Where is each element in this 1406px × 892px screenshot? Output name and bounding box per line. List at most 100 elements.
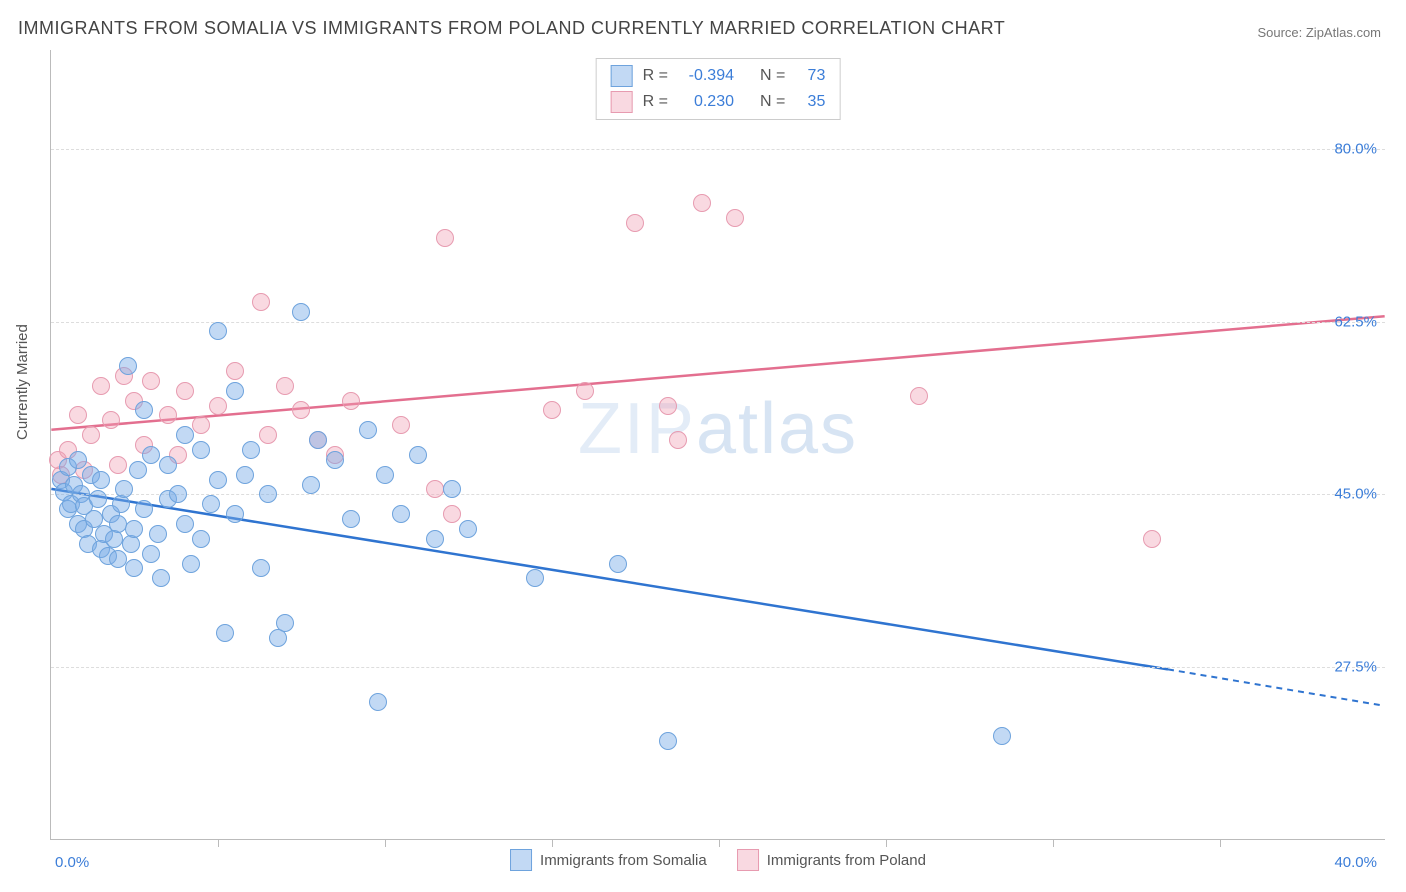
poland-trendline [51,316,1384,429]
somalia-point [135,401,153,419]
r-label: R = [643,67,668,85]
somalia-point [182,555,200,573]
somalia-point [129,461,147,479]
somalia-point [993,727,1011,745]
somalia-point [109,515,127,533]
gridline [51,667,1385,668]
somalia-point [69,451,87,469]
somalia-point [115,480,133,498]
somalia-point [409,446,427,464]
watermark-zip: ZIP [578,389,696,469]
poland-point [69,406,87,424]
somalia-point [376,466,394,484]
somalia-point [192,530,210,548]
somalia-point [252,559,270,577]
somalia-trendline [51,489,1168,669]
r-value: 0.230 [678,93,734,111]
somalia-point [119,357,137,375]
somalia-point [176,515,194,533]
legend-item: Immigrants from Somalia [510,849,707,871]
x-tick [385,839,386,847]
somalia-point [125,559,143,577]
legend-label: Immigrants from Somalia [540,852,707,869]
plot-area: ZIPatlas R =-0.394N =73R =0.230N =35 Imm… [50,50,1385,840]
somalia-point [292,303,310,321]
gridline [51,322,1385,323]
n-label: N = [760,67,785,85]
somalia-point [226,505,244,523]
somalia-point [125,520,143,538]
poland-point [109,456,127,474]
blue-swatch [611,65,633,87]
somalia-point [259,485,277,503]
r-label: R = [643,93,668,111]
somalia-point [276,614,294,632]
poland-point [209,397,227,415]
gridline [51,149,1385,150]
poland-point [1143,530,1161,548]
x-tick [886,839,887,847]
somalia-point [459,520,477,538]
poland-point [226,362,244,380]
n-value: 35 [795,93,825,111]
somalia-point [176,426,194,444]
poland-point [576,382,594,400]
n-label: N = [760,93,785,111]
legend-label: Immigrants from Poland [767,852,926,869]
x-axis-min-label: 0.0% [55,854,89,871]
somalia-point [209,471,227,489]
somalia-point [226,382,244,400]
poland-point [659,397,677,415]
watermark: ZIPatlas [578,388,858,470]
somalia-point [209,322,227,340]
somalia-point [309,431,327,449]
poland-point [543,401,561,419]
poland-point [252,293,270,311]
somalia-point [369,693,387,711]
blue-swatch [510,849,532,871]
x-tick [719,839,720,847]
poland-point [176,382,194,400]
somalia-point [659,732,677,750]
stats-row: R = 0.230 N = 35 [611,91,826,113]
somalia-point [443,480,461,498]
y-tick-label: 27.5% [1334,659,1377,676]
somalia-point [216,624,234,642]
source-attribution: Source: ZipAtlas.com [1257,25,1381,40]
somalia-point [109,550,127,568]
somalia-point [169,485,187,503]
series-legend: Immigrants from Somalia Immigrants from P… [510,849,926,871]
x-tick [218,839,219,847]
poland-point [443,505,461,523]
somalia-point [242,441,260,459]
pink-swatch [737,849,759,871]
poland-point [259,426,277,444]
poland-point [192,416,210,434]
poland-point [276,377,294,395]
poland-point [142,372,160,390]
somalia-point [526,569,544,587]
poland-point [426,480,444,498]
poland-point [910,387,928,405]
somalia-point [236,466,254,484]
poland-point [392,416,410,434]
poland-point [436,229,454,247]
somalia-point [342,510,360,528]
stats-legend-box: R = -0.394 N = 73 R = 0.230 N = 35 [596,58,841,120]
stats-row: R = -0.394 N = 73 [611,65,826,87]
somalia-point [89,490,107,508]
legend-item: Immigrants from Poland [737,849,926,871]
n-value: 73 [795,67,825,85]
somalia-point [149,525,167,543]
somalia-point [202,495,220,513]
somalia-point [302,476,320,494]
somalia-point [609,555,627,573]
somalia-point [192,441,210,459]
r-value: -0.394 [678,67,734,85]
y-tick-label: 80.0% [1334,140,1377,157]
somalia-point [152,569,170,587]
somalia-point [142,545,160,563]
chart-title: IMMIGRANTS FROM SOMALIA VS IMMIGRANTS FR… [18,18,1005,39]
poland-point [669,431,687,449]
x-tick [552,839,553,847]
